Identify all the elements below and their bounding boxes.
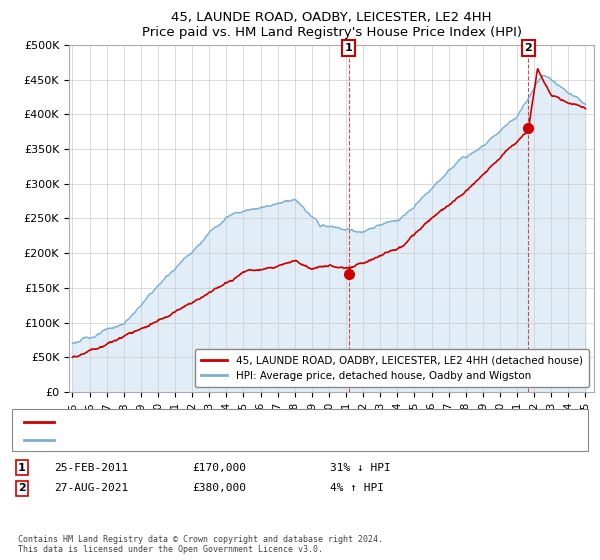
- Title: 45, LAUNDE ROAD, OADBY, LEICESTER, LE2 4HH
Price paid vs. HM Land Registry's Hou: 45, LAUNDE ROAD, OADBY, LEICESTER, LE2 4…: [142, 11, 521, 39]
- Text: £380,000: £380,000: [192, 483, 246, 493]
- Text: 31% ↓ HPI: 31% ↓ HPI: [330, 463, 391, 473]
- Text: 2: 2: [18, 483, 26, 493]
- Text: £170,000: £170,000: [192, 463, 246, 473]
- Text: 2: 2: [524, 43, 532, 53]
- Text: 1: 1: [345, 43, 352, 53]
- Text: 25-FEB-2011: 25-FEB-2011: [54, 463, 128, 473]
- Text: HPI: Average price, detached house, Oadby and Wigston: HPI: Average price, detached house, Oadb…: [60, 435, 355, 445]
- Text: 27-AUG-2021: 27-AUG-2021: [54, 483, 128, 493]
- Text: 4% ↑ HPI: 4% ↑ HPI: [330, 483, 384, 493]
- Text: 45, LAUNDE ROAD, OADBY, LEICESTER, LE2 4HH (detached house): 45, LAUNDE ROAD, OADBY, LEICESTER, LE2 4…: [60, 417, 407, 427]
- Legend: 45, LAUNDE ROAD, OADBY, LEICESTER, LE2 4HH (detached house), HPI: Average price,: 45, LAUNDE ROAD, OADBY, LEICESTER, LE2 4…: [195, 349, 589, 387]
- Text: 1: 1: [18, 463, 26, 473]
- Text: Contains HM Land Registry data © Crown copyright and database right 2024.
This d: Contains HM Land Registry data © Crown c…: [18, 535, 383, 554]
